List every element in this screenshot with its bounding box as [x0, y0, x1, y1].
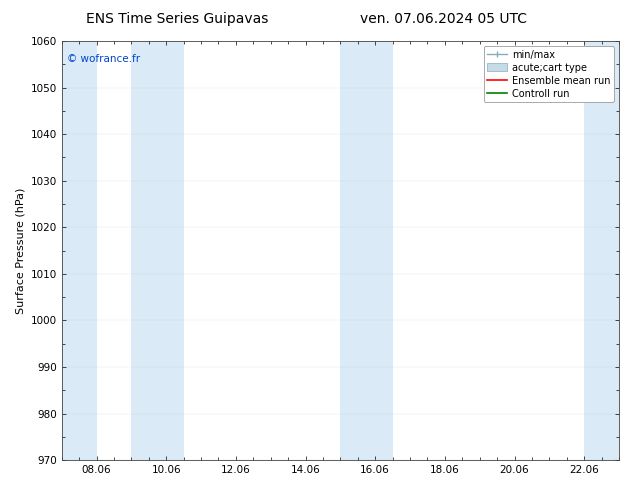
Bar: [584, 41, 619, 460]
Text: ven. 07.06.2024 05 UTC: ven. 07.06.2024 05 UTC: [360, 12, 527, 26]
Text: ENS Time Series Guipavas: ENS Time Series Guipavas: [86, 12, 269, 26]
Bar: [131, 41, 184, 460]
Bar: [61, 41, 96, 460]
Y-axis label: Surface Pressure (hPa): Surface Pressure (hPa): [15, 187, 25, 314]
Bar: [340, 41, 392, 460]
Text: © wofrance.fr: © wofrance.fr: [67, 53, 140, 64]
Legend: min/max, acute;cart type, Ensemble mean run, Controll run: min/max, acute;cart type, Ensemble mean …: [484, 46, 614, 102]
